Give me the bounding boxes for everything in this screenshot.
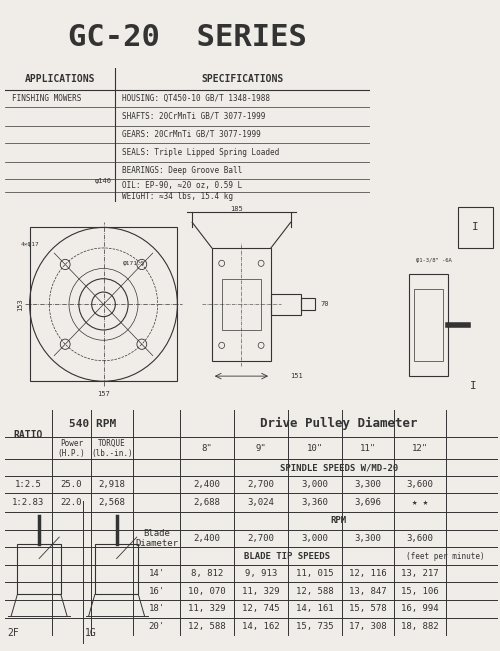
Text: 13, 847: 13, 847	[350, 587, 387, 596]
Text: 16, 994: 16, 994	[401, 604, 438, 613]
Text: 2F: 2F	[7, 628, 18, 638]
Text: 17, 308: 17, 308	[350, 622, 387, 631]
Text: 3,300: 3,300	[355, 534, 382, 543]
Text: 11, 015: 11, 015	[296, 569, 334, 578]
Text: 8": 8"	[202, 444, 212, 452]
Text: FINSHING MOWERS: FINSHING MOWERS	[12, 94, 82, 103]
Bar	[222, 279, 261, 330]
Text: I: I	[472, 223, 478, 232]
Text: 9, 913: 9, 913	[245, 569, 277, 578]
Text: TORQUE
(lb.-in.): TORQUE (lb.-in.)	[92, 439, 133, 458]
Bar	[271, 294, 300, 314]
Text: SPECIFICATIONS: SPECIFICATIONS	[201, 74, 283, 84]
Text: 18': 18'	[148, 604, 164, 613]
Text: ★ ★: ★ ★	[412, 498, 428, 507]
Text: 12": 12"	[412, 444, 428, 452]
Text: 3,600: 3,600	[406, 534, 434, 543]
Text: 15, 578: 15, 578	[350, 604, 387, 613]
Text: BLADE TIP SPEEDS: BLADE TIP SPEEDS	[244, 551, 330, 561]
Bar	[458, 207, 492, 248]
Text: RATIO: RATIO	[14, 430, 43, 439]
Text: SPINDLE SPEEDS W/MD-20: SPINDLE SPEEDS W/MD-20	[280, 463, 398, 472]
Text: 3,696: 3,696	[355, 498, 382, 507]
Text: 14, 162: 14, 162	[242, 622, 280, 631]
Text: 2,568: 2,568	[98, 498, 126, 507]
Text: Blade
Diameter: Blade Diameter	[135, 529, 178, 548]
Text: Drive Pulley Diameter: Drive Pulley Diameter	[260, 417, 418, 430]
Text: 2,400: 2,400	[194, 534, 220, 543]
Text: 185: 185	[230, 206, 243, 212]
Text: 540 RPM: 540 RPM	[69, 419, 116, 428]
Text: SHAFTS: 20CrMnTi GB/T 3077-1999: SHAFTS: 20CrMnTi GB/T 3077-1999	[122, 112, 265, 121]
Text: 12, 116: 12, 116	[350, 569, 387, 578]
Text: 11": 11"	[360, 444, 376, 452]
Bar	[409, 273, 448, 376]
Text: 8, 812: 8, 812	[191, 569, 223, 578]
Text: 3,600: 3,600	[406, 480, 434, 489]
Bar	[414, 289, 444, 361]
Text: WEIGHT: ≈34 lbs, 15.4 kg: WEIGHT: ≈34 lbs, 15.4 kg	[122, 192, 233, 201]
Text: 14, 161: 14, 161	[296, 604, 334, 613]
Text: 1:2.5: 1:2.5	[15, 480, 42, 489]
Bar	[30, 227, 178, 381]
Text: 151: 151	[290, 373, 304, 379]
Text: 2,400: 2,400	[194, 480, 220, 489]
Text: SEALS: Triple Lipped Spring Loaded: SEALS: Triple Lipped Spring Loaded	[122, 148, 279, 157]
Text: 22.0: 22.0	[60, 498, 82, 507]
Text: 1:2.83: 1:2.83	[12, 498, 44, 507]
Text: 70: 70	[320, 301, 328, 307]
Bar	[212, 248, 271, 361]
Bar	[18, 544, 61, 594]
Text: HOUSING: QT450-10 GB/T 1348-1988: HOUSING: QT450-10 GB/T 1348-1988	[122, 94, 270, 103]
Text: Power
(H.P.): Power (H.P.)	[58, 439, 86, 458]
Text: 2,688: 2,688	[194, 498, 220, 507]
Text: OIL: EP-90, ≈20 oz, 0.59 L: OIL: EP-90, ≈20 oz, 0.59 L	[122, 181, 242, 190]
Text: φ171.5: φ171.5	[123, 261, 146, 266]
Text: 1G: 1G	[84, 628, 96, 638]
Text: 12, 745: 12, 745	[242, 604, 280, 613]
Text: 10, 070: 10, 070	[188, 587, 226, 596]
Text: 16': 16'	[148, 587, 164, 596]
Text: RPM: RPM	[330, 516, 346, 525]
Text: 10": 10"	[307, 444, 324, 452]
Text: 15, 106: 15, 106	[401, 587, 438, 596]
Text: 4×φ17: 4×φ17	[20, 242, 40, 247]
Text: φ1-3/8" -6A: φ1-3/8" -6A	[416, 258, 452, 264]
Text: I: I	[470, 381, 476, 391]
Text: APPLICATIONS: APPLICATIONS	[24, 74, 95, 84]
Text: 3,300: 3,300	[355, 480, 382, 489]
Text: 2,700: 2,700	[248, 534, 274, 543]
Text: 157: 157	[97, 391, 110, 398]
Text: 11, 329: 11, 329	[242, 587, 280, 596]
Text: 2,700: 2,700	[248, 480, 274, 489]
Text: 20': 20'	[148, 622, 164, 631]
Text: 3,360: 3,360	[302, 498, 328, 507]
Text: 15, 735: 15, 735	[296, 622, 334, 631]
Text: 3,000: 3,000	[302, 534, 328, 543]
Text: 3,024: 3,024	[248, 498, 274, 507]
Text: 12, 588: 12, 588	[296, 587, 334, 596]
Text: 11, 329: 11, 329	[188, 604, 226, 613]
Text: 25.0: 25.0	[60, 480, 82, 489]
Text: 153: 153	[16, 298, 22, 311]
Text: 3,000: 3,000	[302, 480, 328, 489]
Bar	[95, 544, 138, 594]
Text: 18, 882: 18, 882	[401, 622, 438, 631]
Text: BEARINGS: Deep Groove Ball: BEARINGS: Deep Groove Ball	[122, 166, 242, 175]
Text: 14': 14'	[148, 569, 164, 578]
Text: GEARS: 20CrMnTi GB/T 3077-1999: GEARS: 20CrMnTi GB/T 3077-1999	[122, 130, 260, 139]
Text: 13, 217: 13, 217	[401, 569, 438, 578]
Text: GC-20  SERIES: GC-20 SERIES	[68, 23, 307, 52]
Text: (feet per minute): (feet per minute)	[406, 551, 485, 561]
Bar	[300, 298, 316, 311]
Text: 9": 9"	[256, 444, 266, 452]
Text: 2,918: 2,918	[98, 480, 126, 489]
Text: φ140: φ140	[95, 178, 112, 184]
Text: 12, 588: 12, 588	[188, 622, 226, 631]
